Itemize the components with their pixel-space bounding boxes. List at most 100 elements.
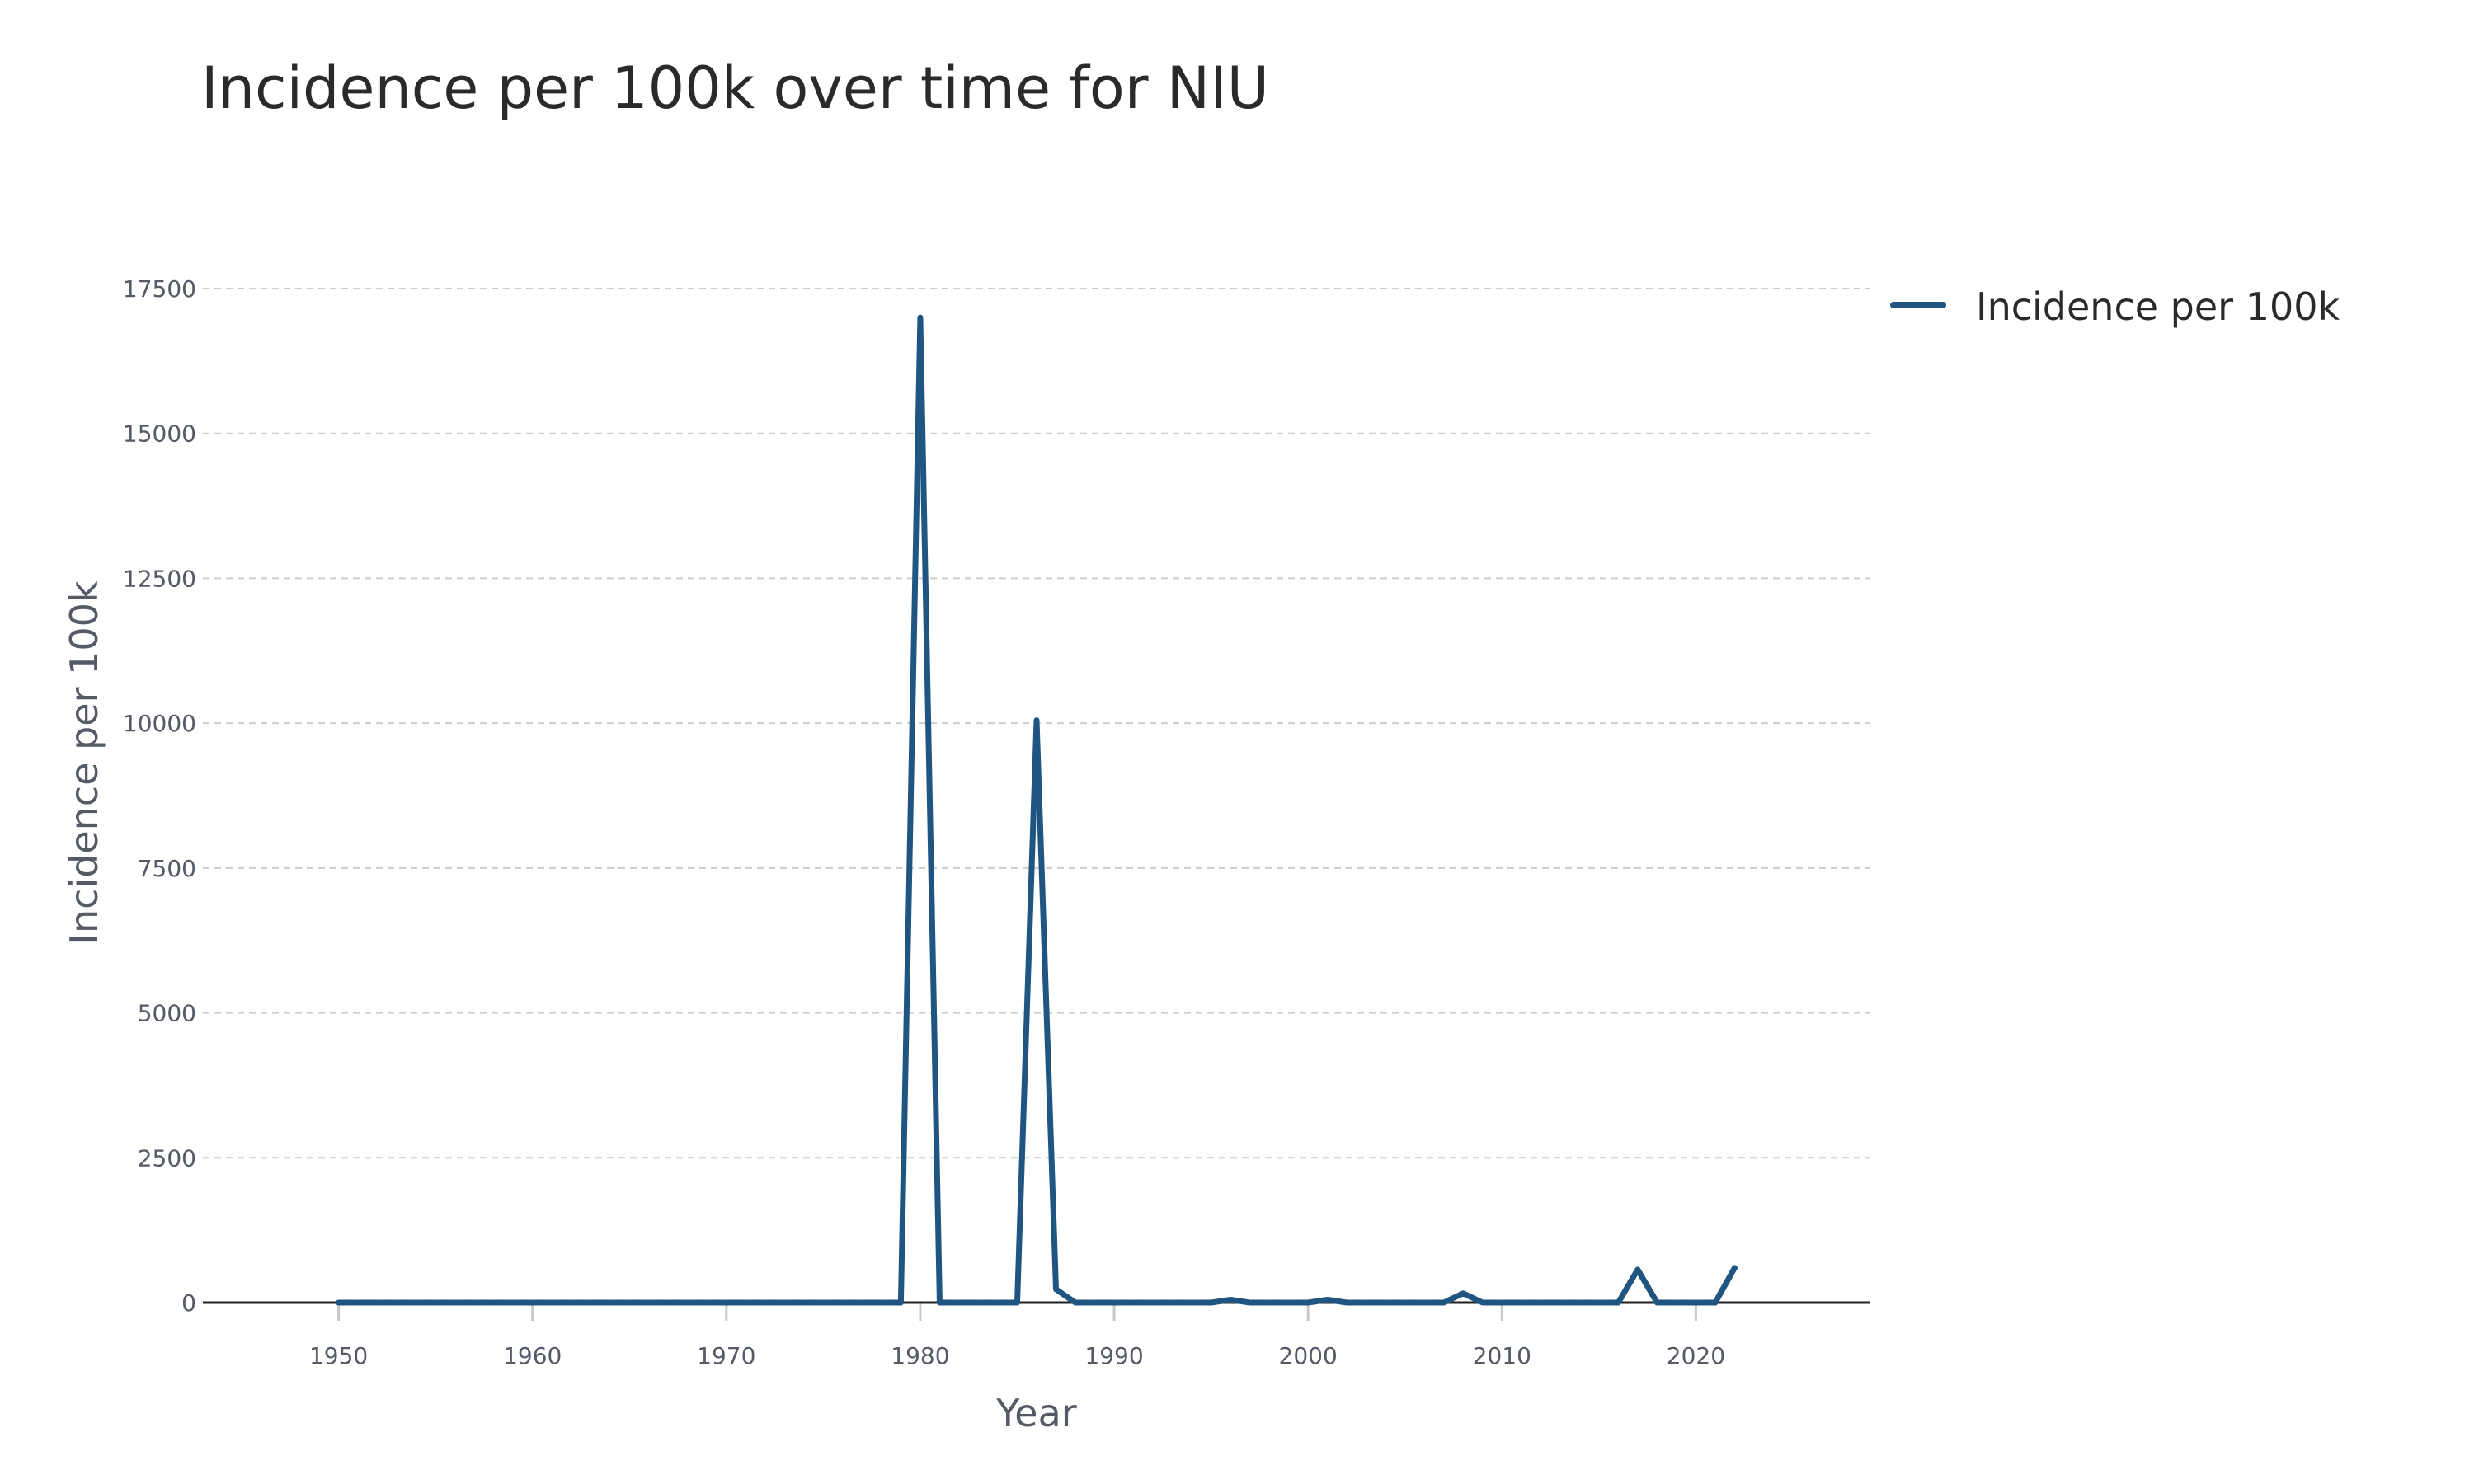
data-point-2016 (1616, 1301, 1620, 1304)
data-point-1964 (608, 1301, 612, 1304)
data-point-1983 (976, 1301, 981, 1304)
data-point-1997 (1248, 1301, 1252, 1304)
data-point-1979 (899, 1301, 903, 1304)
data-point-2005 (1403, 1301, 1407, 1304)
data-point-1953 (395, 1301, 399, 1304)
data-point-2022 (1733, 1266, 1737, 1270)
data-point-2011 (1519, 1301, 1523, 1304)
data-point-2013 (1558, 1301, 1562, 1304)
data-point-1993 (1170, 1301, 1174, 1304)
data-point-1955 (434, 1301, 438, 1304)
y-axis-ticks: 0 2500 5000 7500 10000 12500 15000 17500 (123, 275, 196, 1317)
data-point-2000 (1306, 1301, 1310, 1304)
x-tick-label-2000: 2000 (1279, 1342, 1338, 1369)
data-point-1970 (724, 1301, 728, 1304)
data-point-2015 (1597, 1301, 1601, 1304)
data-point-1974 (802, 1301, 806, 1304)
data-point-1977 (860, 1301, 864, 1304)
gridlines (203, 288, 1870, 1159)
data-point-1956 (453, 1301, 457, 1304)
data-point-2001 (1325, 1298, 1329, 1302)
data-point-1954 (414, 1301, 418, 1304)
data-point-1998 (1268, 1301, 1272, 1304)
data-point-1967 (666, 1301, 670, 1304)
data-point-1999 (1286, 1301, 1291, 1304)
data-point-1994 (1190, 1301, 1194, 1304)
data-point-1978 (879, 1301, 883, 1304)
data-point-1987 (1054, 1287, 1058, 1291)
data-point-2007 (1442, 1301, 1446, 1304)
data-point-1991 (1131, 1301, 1136, 1304)
data-point-2019 (1674, 1301, 1678, 1304)
y-tick-label-5000: 5000 (138, 1000, 196, 1027)
data-point-1973 (783, 1301, 787, 1304)
chart-title: Incidence per 100k over time for NIU (201, 54, 1270, 122)
data-point-2014 (1578, 1301, 1582, 1304)
y-tick-label-0: 0 (181, 1289, 196, 1317)
data-point-1959 (511, 1301, 515, 1304)
data-point-2003 (1364, 1301, 1368, 1304)
data-point-1990 (1112, 1301, 1117, 1304)
y-axis-title: Incidence per 100k (62, 580, 106, 944)
x-tick-label-2020: 2020 (1667, 1342, 1725, 1369)
data-point-1996 (1229, 1298, 1233, 1302)
data-point-2012 (1539, 1301, 1543, 1304)
data-point-2004 (1384, 1301, 1388, 1304)
legend[interactable]: Incidence per 100k (1890, 284, 2340, 329)
data-point-2006 (1423, 1301, 1427, 1304)
data-point-2008 (1461, 1291, 1465, 1295)
data-point-2021 (1713, 1301, 1717, 1304)
data-point-1975 (821, 1301, 825, 1304)
data-point-1989 (1093, 1301, 1097, 1304)
data-point-1992 (1151, 1301, 1155, 1304)
data-point-1962 (569, 1301, 573, 1304)
data-point-1972 (763, 1301, 767, 1304)
data-point-2020 (1694, 1301, 1698, 1304)
x-tick-label-1970: 1970 (697, 1342, 755, 1369)
data-point-1965 (628, 1301, 632, 1304)
y-tick-label-10000: 10000 (123, 710, 196, 737)
series-layer (336, 314, 1738, 1306)
x-axis-title: Year (995, 1391, 1076, 1435)
data-point-1963 (589, 1301, 593, 1304)
data-point-2018 (1655, 1301, 1659, 1304)
data-point-1968 (685, 1301, 689, 1304)
data-point-1960 (530, 1301, 534, 1304)
data-point-1980 (918, 316, 922, 320)
x-tick-label-1950: 1950 (309, 1342, 368, 1369)
data-point-2010 (1500, 1301, 1504, 1304)
y-tick-label-15000: 15000 (123, 420, 196, 448)
data-point-1976 (840, 1301, 844, 1304)
legend-label: Incidence per 100k (1976, 284, 2340, 329)
data-point-2002 (1345, 1301, 1349, 1304)
x-axis-ticks: 1950 1960 1970 1980 1990 2000 2010 2020 (309, 1303, 1725, 1369)
data-point-1958 (492, 1301, 496, 1304)
data-point-1950 (336, 1301, 341, 1304)
data-point-1961 (550, 1301, 554, 1304)
data-point-1982 (957, 1301, 961, 1304)
y-tick-label-2500: 2500 (138, 1144, 196, 1172)
x-tick-label-1980: 1980 (891, 1342, 949, 1369)
data-point-1971 (744, 1301, 748, 1304)
x-tick-label-1960: 1960 (503, 1342, 562, 1369)
data-point-1951 (356, 1301, 360, 1304)
data-point-1969 (705, 1301, 709, 1304)
data-point-1966 (647, 1301, 651, 1304)
data-point-2009 (1480, 1301, 1484, 1304)
x-tick-label-1990: 1990 (1084, 1342, 1143, 1369)
x-tick-label-2010: 2010 (1473, 1342, 1531, 1369)
y-tick-label-12500: 12500 (123, 565, 196, 592)
data-point-1984 (995, 1301, 999, 1304)
data-point-1952 (375, 1301, 379, 1304)
data-point-2017 (1635, 1267, 1639, 1271)
data-point-1995 (1209, 1301, 1213, 1304)
data-point-1988 (1074, 1301, 1078, 1304)
data-point-1986 (1035, 718, 1038, 722)
series-line-0 (336, 314, 1738, 1306)
data-point-1957 (473, 1301, 477, 1304)
data-point-1985 (1015, 1301, 1019, 1304)
y-tick-label-7500: 7500 (138, 855, 196, 882)
y-tick-label-17500: 17500 (123, 275, 196, 303)
data-point-1981 (938, 1301, 942, 1304)
